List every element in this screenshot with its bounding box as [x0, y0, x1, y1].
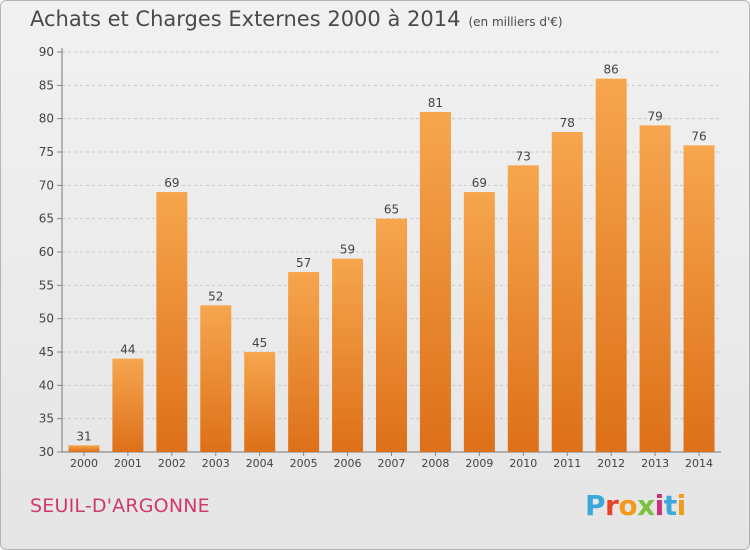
bar	[507, 165, 539, 453]
bar	[551, 132, 583, 452]
bar-value-label: 81	[428, 96, 443, 110]
bar-value-label: 73	[516, 149, 531, 163]
logo-letter: o	[618, 489, 638, 522]
bar	[68, 445, 100, 452]
x-tick-label: 2006	[334, 457, 362, 470]
logo-letter: i	[676, 489, 687, 522]
x-tick-label: 2001	[114, 457, 142, 470]
bar	[244, 352, 276, 452]
y-tick-label: 75	[39, 145, 54, 159]
bar	[112, 358, 144, 452]
y-tick-label: 45	[39, 345, 54, 359]
bar	[332, 258, 364, 452]
bar-chart: 30 35 40 45 50 55 60 65 70 75 80 85 90 31 2000 44 2001 69…	[39, 45, 721, 470]
logo-letter: t	[663, 489, 677, 522]
bar-value-label: 69	[472, 176, 487, 190]
x-tick-label: 2009	[465, 457, 493, 470]
unit-label: (en milliers d'€)	[468, 15, 563, 29]
y-tick-label: 60	[39, 245, 54, 259]
y-tick-label: 35	[39, 412, 54, 426]
bar-value-label: 76	[691, 129, 706, 143]
bar-value-label: 59	[340, 243, 355, 257]
bar	[419, 112, 451, 452]
bar-value-label: 65	[384, 203, 399, 217]
y-tick-label: 55	[39, 278, 54, 292]
logo-letter: i	[654, 489, 665, 522]
bar-value-label: 31	[76, 429, 91, 443]
x-tick-label: 2012	[597, 457, 625, 470]
bar	[376, 218, 407, 452]
x-tick-label: 2013	[641, 457, 669, 470]
x-tick-label: 2010	[509, 457, 537, 470]
bar-value-label: 45	[252, 336, 267, 350]
x-tick-label: 2002	[158, 457, 186, 470]
city-name: SEUIL-D'ARGONNE	[30, 495, 210, 517]
y-tick-label: 50	[39, 312, 54, 326]
y-tick-label: 40	[39, 378, 54, 392]
x-tick-label: 2004	[246, 457, 274, 470]
x-tick-label: 2008	[421, 457, 449, 470]
bar	[288, 272, 320, 452]
x-tick-label: 2000	[70, 457, 98, 470]
logo-letter: P	[585, 489, 606, 522]
x-tick-label: 2003	[202, 457, 230, 470]
bar-value-label: 44	[120, 343, 135, 357]
bar-value-label: 52	[208, 289, 223, 303]
bar-value-label: 79	[647, 109, 662, 123]
y-tick-label: 90	[39, 45, 54, 59]
bar	[156, 192, 188, 452]
x-tick-label: 2005	[290, 457, 318, 470]
bar	[683, 145, 715, 453]
x-tick-label: 2011	[553, 457, 581, 470]
y-tick-label: 65	[39, 212, 54, 226]
y-tick-label: 80	[39, 112, 54, 126]
bar-value-label: 86	[604, 63, 619, 77]
x-tick-label: 2007	[378, 457, 406, 470]
x-tick-label: 2014	[685, 457, 713, 470]
bar-value-label: 78	[560, 116, 575, 130]
logo-letter: r	[605, 489, 619, 522]
bar-value-label: 57	[296, 256, 311, 270]
bar	[639, 125, 671, 452]
y-tick-label: 30	[39, 445, 54, 459]
proxiti-logo: Proxiti	[585, 489, 686, 522]
logo-letter: x	[637, 489, 655, 522]
y-tick-label: 85	[39, 78, 54, 92]
bar-value-label: 69	[164, 176, 179, 190]
bar	[463, 192, 495, 452]
bar	[200, 305, 232, 452]
chart-title: Achats et Charges Externes 2000 à 2014 (e…	[30, 7, 563, 31]
y-tick-label: 70	[39, 178, 54, 192]
bar	[595, 78, 627, 453]
